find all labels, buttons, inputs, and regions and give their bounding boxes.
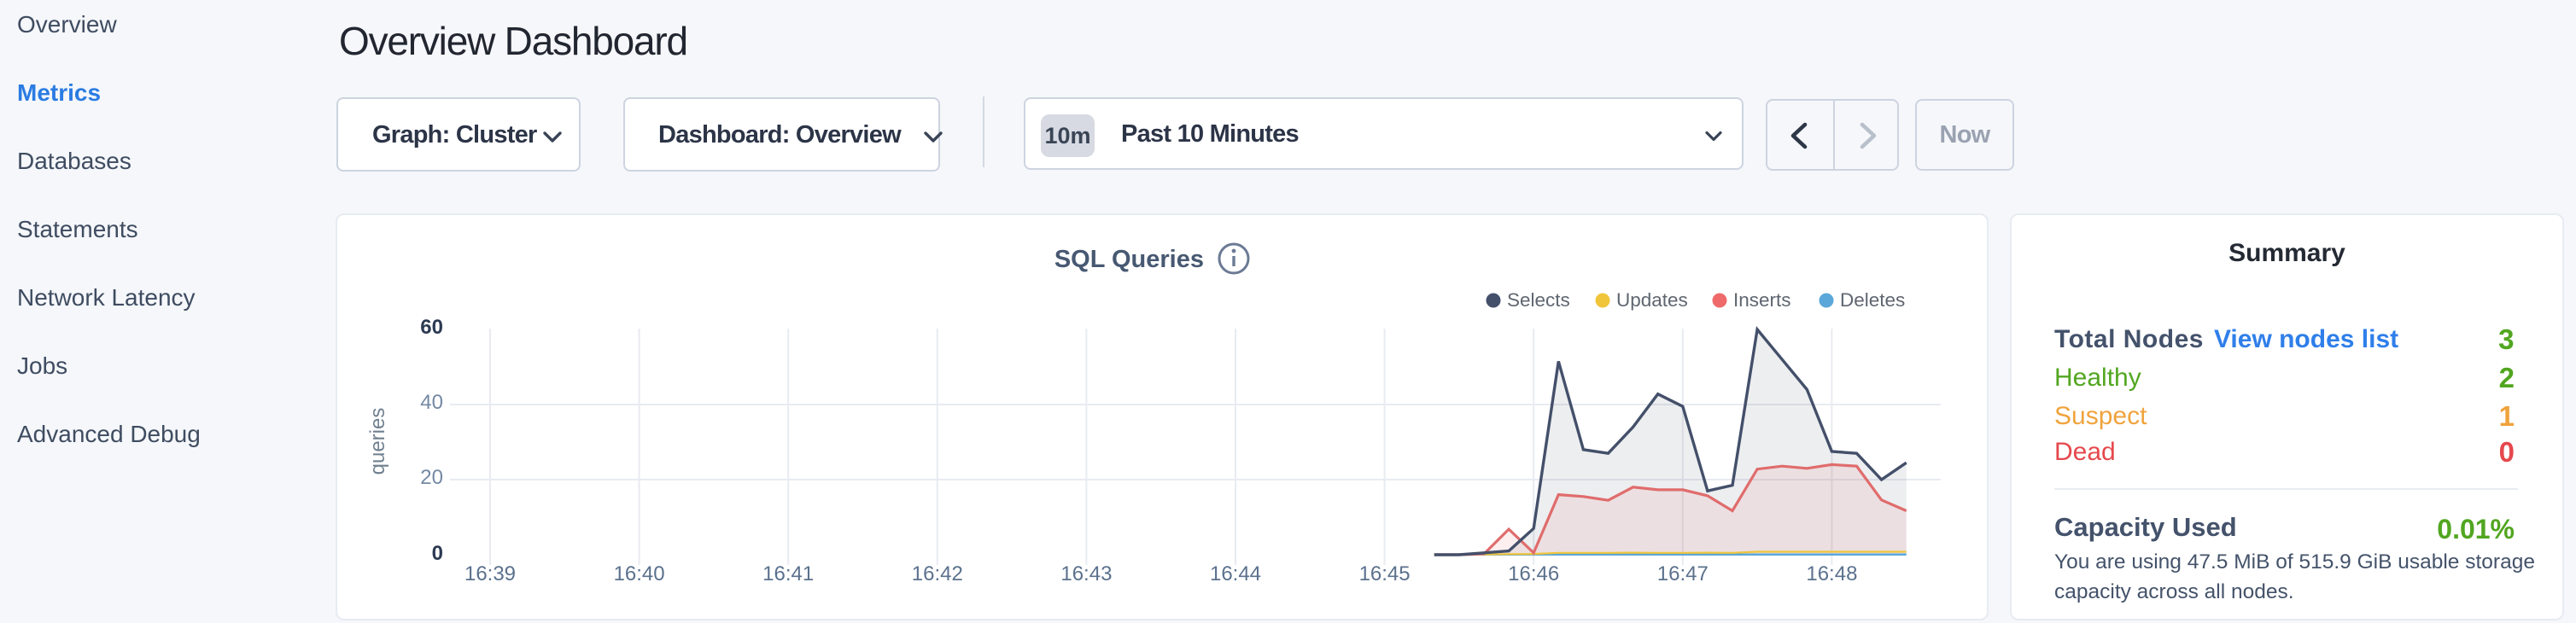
svg-text:SQL Queries: SQL Queries [1054, 246, 1204, 273]
svg-text:Deletes: Deletes [1840, 289, 1905, 311]
svg-text:16:42: 16:42 [912, 562, 963, 585]
svg-text:16:39: 16:39 [464, 562, 516, 585]
svg-text:0: 0 [432, 542, 443, 565]
svg-text:16:40: 16:40 [614, 562, 665, 585]
svg-text:60: 60 [420, 316, 443, 339]
svg-text:Selects: Selects [1507, 289, 1570, 311]
svg-text:16:47: 16:47 [1657, 562, 1709, 585]
svg-text:20: 20 [420, 466, 443, 489]
svg-text:16:45: 16:45 [1359, 562, 1411, 585]
svg-text:40: 40 [420, 391, 443, 414]
svg-text:16:44: 16:44 [1210, 562, 1261, 585]
svg-text:16:41: 16:41 [762, 562, 814, 585]
svg-text:queries: queries [366, 408, 389, 475]
svg-text:16:48: 16:48 [1806, 562, 1857, 585]
svg-text:Updates: Updates [1616, 289, 1688, 311]
svg-text:Inserts: Inserts [1733, 289, 1791, 311]
svg-text:16:43: 16:43 [1060, 562, 1112, 585]
svg-text:16:46: 16:46 [1508, 562, 1559, 585]
